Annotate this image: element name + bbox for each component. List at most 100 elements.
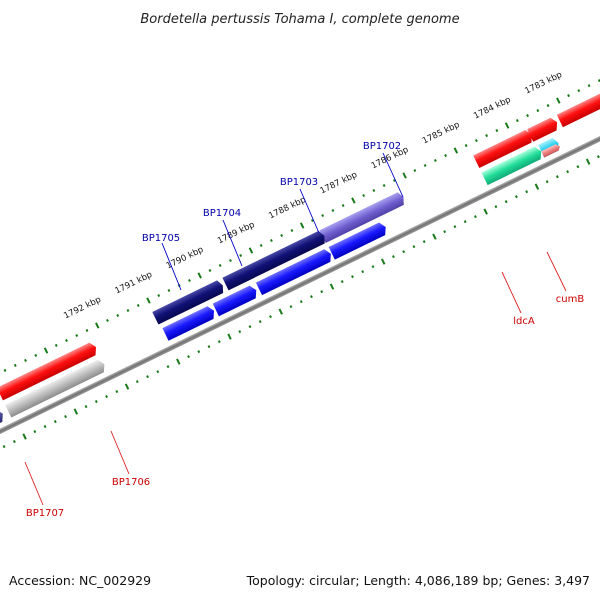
ruler-tick-outer-minor bbox=[126, 308, 130, 312]
ruler-tick-outer-minor bbox=[208, 268, 212, 273]
ruler-tick-inner-minor bbox=[258, 320, 262, 324]
ruler-tick-inner-minor bbox=[64, 415, 67, 419]
ruler-tick-inner-minor bbox=[115, 390, 119, 394]
ruler-ticks-outer bbox=[3, 79, 600, 372]
ruler-tick-inner-minor bbox=[371, 265, 375, 269]
gene-arrow-cumb-lower-b[interactable] bbox=[541, 143, 561, 158]
gene-label-cumb[interactable]: cumB bbox=[556, 294, 585, 305]
ruler-tick-outer-major bbox=[453, 147, 459, 154]
ruler-tick-inner-major bbox=[278, 308, 283, 315]
ruler-tick-inner-minor bbox=[596, 155, 600, 159]
gene-arrow-ldca-lower[interactable] bbox=[481, 145, 544, 186]
ruler-tick-inner-major bbox=[329, 283, 335, 290]
genome-summary-text: Topology: circular; Length: 4,086,189 bp… bbox=[246, 573, 590, 588]
ruler-tick-inner-minor bbox=[84, 405, 88, 409]
ruler-tick-inner-minor bbox=[105, 395, 108, 399]
gene-label-ldca[interactable]: ldcA bbox=[513, 316, 535, 327]
gene-arrow-bp1706-upper[interactable] bbox=[0, 341, 99, 401]
gene-row-inner bbox=[0, 137, 561, 439]
ruler-tick-outer-minor bbox=[382, 184, 386, 188]
leader-line-bp1705 bbox=[161, 242, 182, 291]
ruler-tick-outer-minor bbox=[75, 333, 79, 337]
ruler-tick-outer-minor bbox=[413, 169, 417, 173]
ruler-tick-inner-minor bbox=[473, 215, 477, 219]
ruler-tick-outer-minor bbox=[218, 263, 222, 268]
ruler-tick-outer-minor bbox=[34, 353, 38, 357]
ruler-tick-outer-minor bbox=[106, 318, 109, 322]
ruler-tick-inner-minor bbox=[94, 400, 98, 404]
gene-arrow-bp1704[interactable] bbox=[255, 248, 334, 296]
ruler-tick-outer-minor bbox=[526, 114, 530, 118]
leader-line-bp1706 bbox=[110, 430, 130, 475]
ruler-tick-outer-minor bbox=[229, 258, 232, 263]
ruler-tick-outer-major bbox=[95, 322, 100, 329]
gene-arrow-bp1703[interactable] bbox=[222, 230, 327, 291]
gene-arrow-bp1705[interactable] bbox=[152, 279, 226, 325]
genome-backbone bbox=[0, 110, 600, 466]
ruler-tick-outer-minor bbox=[321, 214, 325, 218]
ruler-tick-outer-minor bbox=[464, 144, 468, 148]
gene-arrow-bp1707[interactable] bbox=[0, 408, 6, 439]
ruler-tick-inner-minor bbox=[504, 200, 508, 204]
ruler-label-1785: 1785 kbp bbox=[421, 120, 461, 147]
gene-label-bp1702[interactable]: BP1702 bbox=[363, 141, 401, 152]
gene-arrow-cumb-upper[interactable] bbox=[556, 92, 600, 128]
ruler-tick-inner-minor bbox=[53, 420, 57, 424]
ruler-tick-outer-major bbox=[504, 122, 510, 129]
ruler-tick-inner-major bbox=[534, 183, 540, 190]
gene-arrow-bp1704-b[interactable] bbox=[212, 284, 260, 317]
ruler-tick-inner-minor bbox=[463, 220, 467, 224]
leader-line-bp1703 bbox=[299, 188, 320, 234]
gene-label-bp1704[interactable]: BP1704 bbox=[203, 208, 241, 219]
ruler-tick-outer-minor bbox=[54, 343, 58, 347]
ruler-tick-inner-major bbox=[380, 258, 386, 265]
genome-diagram: 1783 kbp 1784 kbp 1785 kbp 1786 kbp 1787… bbox=[0, 70, 600, 466]
ruler-tick-inner-minor bbox=[545, 180, 549, 184]
ruler-tick-outer-major bbox=[351, 197, 356, 204]
gene-arrow-ldca-cap[interactable] bbox=[527, 116, 560, 142]
ruler-ticks-inner bbox=[2, 155, 600, 449]
ruler-tick-outer-minor bbox=[577, 89, 581, 93]
ruler-tick-inner-minor bbox=[156, 370, 160, 374]
page-title: Bordetella pertussis Tohama I, complete … bbox=[140, 12, 459, 27]
gene-arrow-bp1706[interactable] bbox=[5, 358, 107, 418]
ruler-tick-inner-minor bbox=[514, 195, 518, 199]
ruler-label-1791: 1791 kbp bbox=[114, 270, 154, 297]
ruler-tick-inner-minor bbox=[361, 270, 365, 274]
gene-row-outer bbox=[0, 92, 600, 401]
gene-arrow-bp1702-lower[interactable] bbox=[328, 221, 389, 260]
gene-label-bp1707[interactable]: BP1707 bbox=[26, 508, 64, 519]
gene-label-bp1703[interactable]: BP1703 bbox=[280, 177, 318, 188]
ruler-tick-outer-minor bbox=[188, 278, 191, 283]
ruler-tick-outer-minor bbox=[136, 303, 140, 307]
ruler-tick-outer-major bbox=[146, 297, 151, 304]
ruler-tick-outer-minor bbox=[331, 209, 335, 213]
gene-label-bp1706[interactable]: BP1706 bbox=[112, 477, 150, 488]
ruler-tick-outer-major bbox=[299, 222, 305, 229]
ruler-tick-inner-minor bbox=[146, 375, 149, 379]
ruler-label-1787: 1787 kbp bbox=[319, 170, 359, 197]
ruler-tick-outer-minor bbox=[3, 368, 7, 372]
ruler-tick-inner-minor bbox=[166, 365, 170, 369]
ruler-tick-outer-major bbox=[556, 97, 561, 104]
ruler-tick-outer-minor bbox=[536, 109, 540, 113]
leader-lines bbox=[24, 152, 567, 506]
ruler-tick-inner-minor bbox=[453, 225, 457, 229]
ruler-tick-outer-minor bbox=[259, 243, 263, 248]
ruler-tick-inner-minor bbox=[248, 325, 252, 329]
gene-arrow-bp1702-upper[interactable] bbox=[319, 191, 406, 244]
ruler-tick-inner-minor bbox=[135, 380, 139, 384]
ruler-tick-outer-major bbox=[248, 247, 254, 254]
gene-arrow-ldca-upper[interactable] bbox=[473, 128, 535, 169]
ruler-tick-outer-minor bbox=[13, 363, 17, 367]
gene-label-bp1705[interactable]: BP1705 bbox=[142, 233, 180, 244]
ruler-tick-inner-minor bbox=[238, 330, 242, 334]
ruler-tick-inner-minor bbox=[320, 290, 324, 294]
ruler-tick-inner-major bbox=[227, 333, 232, 340]
leader-line-bp1702 bbox=[382, 152, 404, 198]
ruler-tick-outer-minor bbox=[546, 104, 550, 108]
gene-arrow-bp1705-lower[interactable] bbox=[162, 304, 217, 341]
ruler-tick-inner-minor bbox=[43, 425, 47, 429]
ruler-tick-outer-minor bbox=[444, 154, 448, 158]
ruler-tick-inner-minor bbox=[494, 205, 498, 209]
